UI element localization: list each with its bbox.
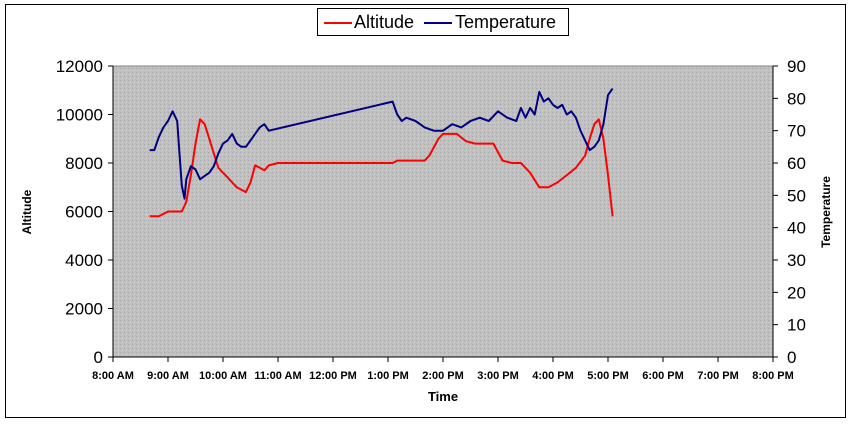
series-line-altitude [149,118,614,218]
legend-swatch-altitude [324,22,352,24]
series-line-temperature [149,88,614,200]
y-tick-label: 4000 [65,251,103,270]
y2-tick-label: 40 [787,219,806,238]
y-tick-label: 8000 [65,154,103,173]
legend-label-altitude: Altitude [354,12,415,32]
y-tick-label: 0 [94,348,103,367]
x-tick-label: 4:00 PM [532,370,574,382]
legend-swatch-temperature [424,22,452,24]
x-axis-title: Time [428,389,458,404]
plot-area [112,65,774,358]
y2-tick-label: 30 [787,251,806,270]
legend: Altitude Temperature [317,8,569,36]
y-tick-label: 12000 [56,57,103,76]
y2-tick-label: 0 [787,348,796,367]
y2-tick-label: 50 [787,186,806,205]
x-tick-label: 11:00 AM [254,370,301,382]
y2-tick-label: 60 [787,154,806,173]
y2-tick-label: 70 [787,122,806,141]
x-tick-label: 5:00 PM [587,370,629,382]
x-tick-label: 6:00 PM [642,370,684,382]
x-tick-label: 8:00 AM [92,370,134,382]
x-tick-label: 3:00 PM [477,370,519,382]
y-tick-label: 2000 [65,300,103,319]
x-tick-label: 9:00 AM [147,370,189,382]
legend-label-temperature: Temperature [455,12,557,32]
x-tick-label: 7:00 PM [697,370,739,382]
y-tick-label: 10000 [56,106,103,125]
y2-tick-label: 10 [787,316,806,335]
x-tick-label: 10:00 AM [199,370,247,382]
x-tick-label: 8:00 PM [752,370,794,382]
y2-tick-label: 80 [787,89,806,108]
y2-tick-label: 20 [787,283,806,302]
x-tick-label: 2:00 PM [422,370,464,382]
x-tick-label: 1:00 PM [367,370,409,382]
y-axis-title: Altitude [20,189,34,234]
y-tick-label: 6000 [65,203,103,222]
x-tick-label: 12:00 PM [309,370,357,382]
y2-tick-label: 90 [787,57,806,76]
y2-axis-title: Temperature [819,176,833,248]
